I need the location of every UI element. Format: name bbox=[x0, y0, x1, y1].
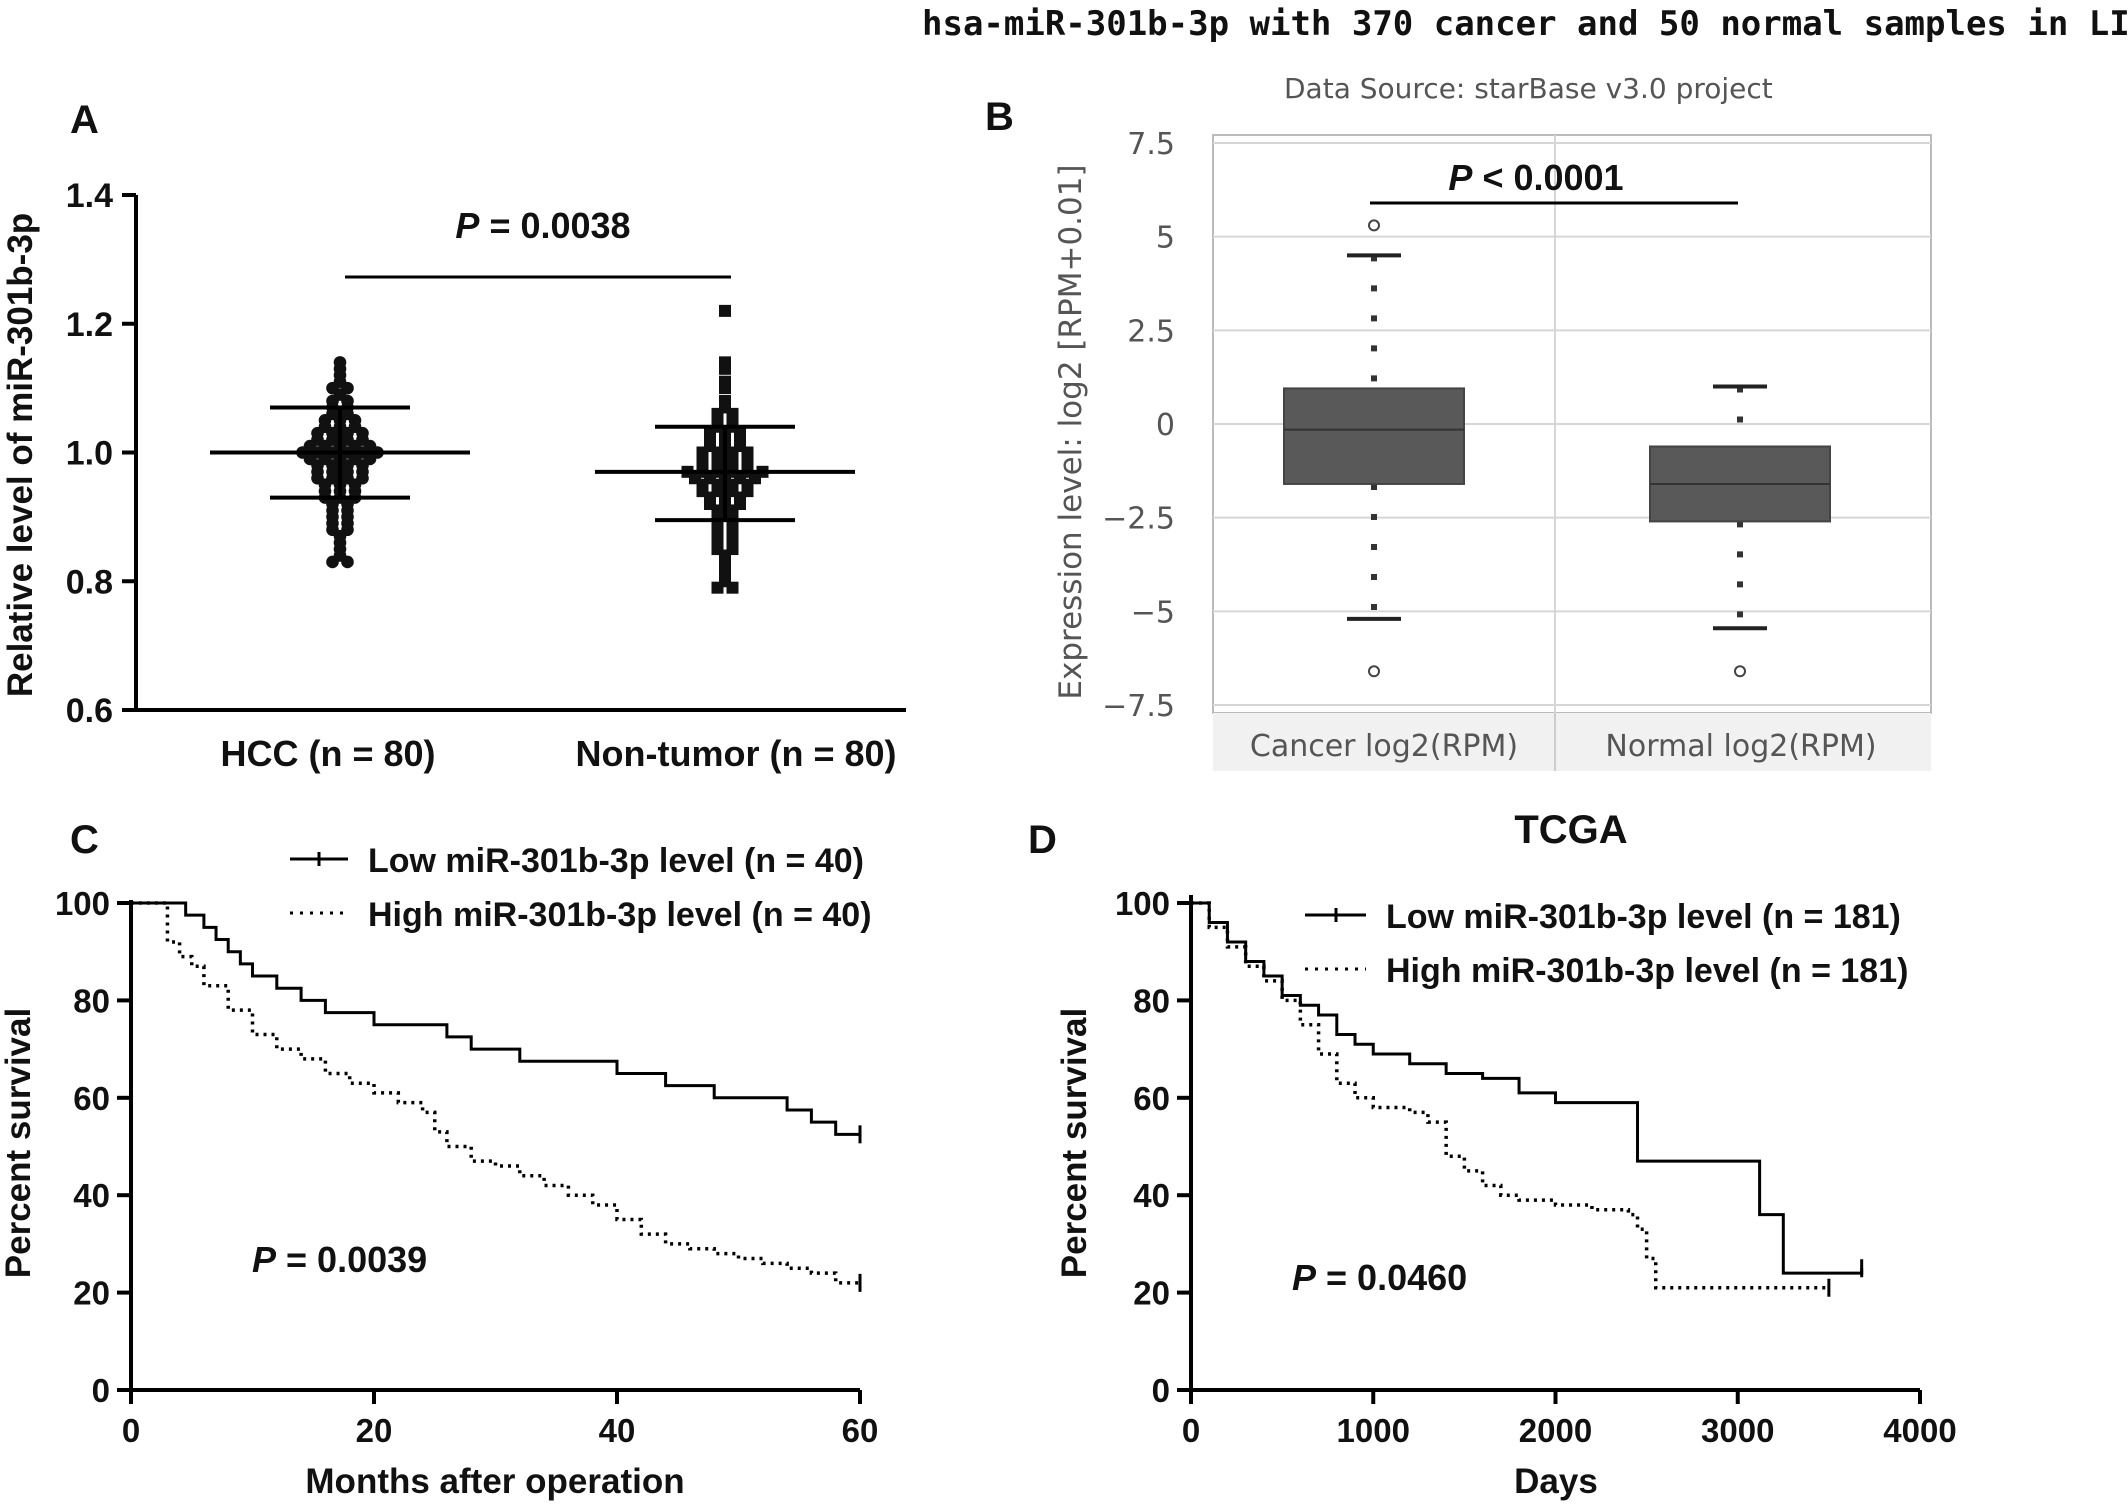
panel-b-box bbox=[1283, 387, 1465, 485]
panel-b: hsa-miR-301b-3p with 370 cancer and 50 n… bbox=[922, 4, 2128, 771]
panel-c-y-tick-label: 60 bbox=[73, 1080, 110, 1117]
panel-c-legend-low: Low miR-301b-3p level (n = 40) bbox=[368, 842, 864, 880]
panel-b-y-tick-label: 2.5 bbox=[1127, 314, 1175, 349]
panel-d-legend: Low miR-301b-3p level (n = 181) High miR… bbox=[1305, 898, 1908, 990]
panel-d: D TCGA Percent survival Days 0 20 40 60 80 10… bbox=[1028, 808, 1957, 1501]
panel-d-y-tick-label: 0 bbox=[1152, 1372, 1170, 1409]
panel-b-y-tick-label: −5 bbox=[1131, 595, 1175, 630]
panel-d-x-tick-label: 0 bbox=[1182, 1412, 1200, 1449]
panel-a-y-tick-label: 1.0 bbox=[66, 435, 113, 473]
panel-b-y-tick-label: −2.5 bbox=[1102, 502, 1175, 537]
panel-b-outlier bbox=[1368, 219, 1380, 232]
panel-c-y-tick-label: 80 bbox=[73, 982, 110, 1019]
panel-d-y-axis-label: Percent survival bbox=[1055, 1008, 1094, 1278]
panel-c-legend-high: High miR-301b-3p level (n = 40) bbox=[368, 896, 872, 934]
panel-c-y-tick-label: 0 bbox=[92, 1372, 110, 1409]
panel-b-x-axis-band bbox=[1213, 713, 1931, 771]
panel-a-nontumor-point bbox=[726, 581, 739, 594]
panel-c-x-tick-label: 0 bbox=[122, 1412, 140, 1449]
panel-b-x-tick-cancer: Cancer log2(RPM) bbox=[1250, 729, 1518, 764]
panel-d-low-curve bbox=[1191, 901, 1864, 1275]
panel-a: A Relative level of miR-301b-3p 0.6 0.8 1.… bbox=[1, 98, 906, 774]
panel-a-y-tick-label: 0.6 bbox=[66, 692, 113, 730]
panel-d-y-tick-label: 100 bbox=[1115, 885, 1170, 922]
panel-d-legend-high: High miR-301b-3p level (n = 181) bbox=[1386, 952, 1908, 990]
panel-c-x-tick-label: 60 bbox=[842, 1412, 879, 1449]
panel-d-p-value: P = 0.0460 bbox=[1292, 1257, 1467, 1298]
panel-b-y-tick-label: 5 bbox=[1156, 221, 1175, 256]
panel-d-letter: D bbox=[1028, 818, 1057, 862]
panel-d-y-tick-label: 80 bbox=[1133, 982, 1170, 1019]
panel-c-legend: Low miR-301b-3p level (n = 40) High miR-… bbox=[290, 842, 872, 934]
panel-b-letter: B bbox=[985, 95, 1014, 139]
panel-b-x-tick-normal: Normal log2(RPM) bbox=[1605, 729, 1876, 764]
panel-c-x-tick-label: 20 bbox=[356, 1412, 393, 1449]
panel-c: C Percent survival Months after operatio… bbox=[0, 818, 878, 1501]
panel-c-y-tick-label: 100 bbox=[55, 885, 110, 922]
panel-a-letter: A bbox=[70, 98, 99, 142]
panel-c-high-curve bbox=[131, 901, 860, 1285]
panel-a-hcc-point bbox=[341, 555, 354, 569]
panel-b-source: Data Source: starBase v3.0 project bbox=[1284, 72, 1773, 105]
panel-c-p-value: P = 0.0039 bbox=[252, 1239, 427, 1280]
panel-d-high-curve bbox=[1191, 901, 1829, 1290]
panel-b-y-axis-label: Expression level: log2 [RPM+0.01] bbox=[1053, 164, 1089, 699]
panel-c-x-axis-label: Months after operation bbox=[305, 1462, 684, 1501]
panel-c-y-tick-label: 20 bbox=[73, 1275, 110, 1312]
panel-a-y-tick-label: 1.4 bbox=[66, 177, 113, 215]
panel-b-title: hsa-miR-301b-3p with 370 cancer and 50 n… bbox=[922, 4, 2128, 44]
panel-c-y-tick-label: 40 bbox=[73, 1177, 110, 1214]
panel-c-letter: C bbox=[70, 818, 99, 862]
panel-a-p-value: P = 0.0038 bbox=[455, 205, 630, 246]
panel-d-x-tick-label: 2000 bbox=[1519, 1412, 1592, 1449]
panel-a-nontumor-point bbox=[719, 382, 731, 395]
panel-a-y-tick-label: 1.2 bbox=[66, 306, 113, 344]
panel-c-low-curve bbox=[131, 901, 860, 1136]
panel-d-x-tick-label: 3000 bbox=[1701, 1412, 1774, 1449]
panel-a-nontumor-point bbox=[719, 304, 731, 317]
panel-d-x-tick-label: 1000 bbox=[1337, 1412, 1410, 1449]
panel-b-outlier bbox=[1368, 665, 1380, 678]
panel-d-x-axis-label: Days bbox=[1514, 1462, 1598, 1501]
panel-d-legend-low: Low miR-301b-3p level (n = 181) bbox=[1386, 898, 1901, 936]
panel-d-x-tick-label: 4000 bbox=[1883, 1412, 1956, 1449]
panel-a-nontumor-point bbox=[711, 581, 724, 594]
panel-b-y-tick-label: 0 bbox=[1156, 408, 1175, 443]
panel-b-y-tick-label: −7.5 bbox=[1102, 689, 1175, 724]
panel-c-x-tick-label: 40 bbox=[599, 1412, 636, 1449]
panel-a-hcc-point bbox=[326, 555, 339, 569]
panel-c-y-axis-label: Percent survival bbox=[0, 1008, 38, 1278]
panel-a-y-axis-label: Relative level of miR-301b-3p bbox=[1, 213, 40, 697]
panel-a-x-tick-non-tumor: Non-tumor (n = 80) bbox=[576, 733, 897, 774]
panel-d-y-tick-label: 40 bbox=[1133, 1177, 1170, 1214]
panel-b-p-value: P < 0.0001 bbox=[1448, 157, 1623, 198]
panel-d-y-tick-label: 60 bbox=[1133, 1080, 1170, 1117]
panel-a-y-tick-label: 0.8 bbox=[66, 563, 113, 601]
panel-b-outlier bbox=[1734, 665, 1746, 678]
panel-b-y-tick-label: 7.5 bbox=[1127, 127, 1175, 162]
panel-d-title: TCGA bbox=[1514, 808, 1627, 852]
panel-a-nontumor-point bbox=[719, 362, 731, 375]
panel-d-y-tick-label: 20 bbox=[1133, 1275, 1170, 1312]
panel-a-x-tick-hcc: HCC (n = 80) bbox=[220, 733, 435, 774]
